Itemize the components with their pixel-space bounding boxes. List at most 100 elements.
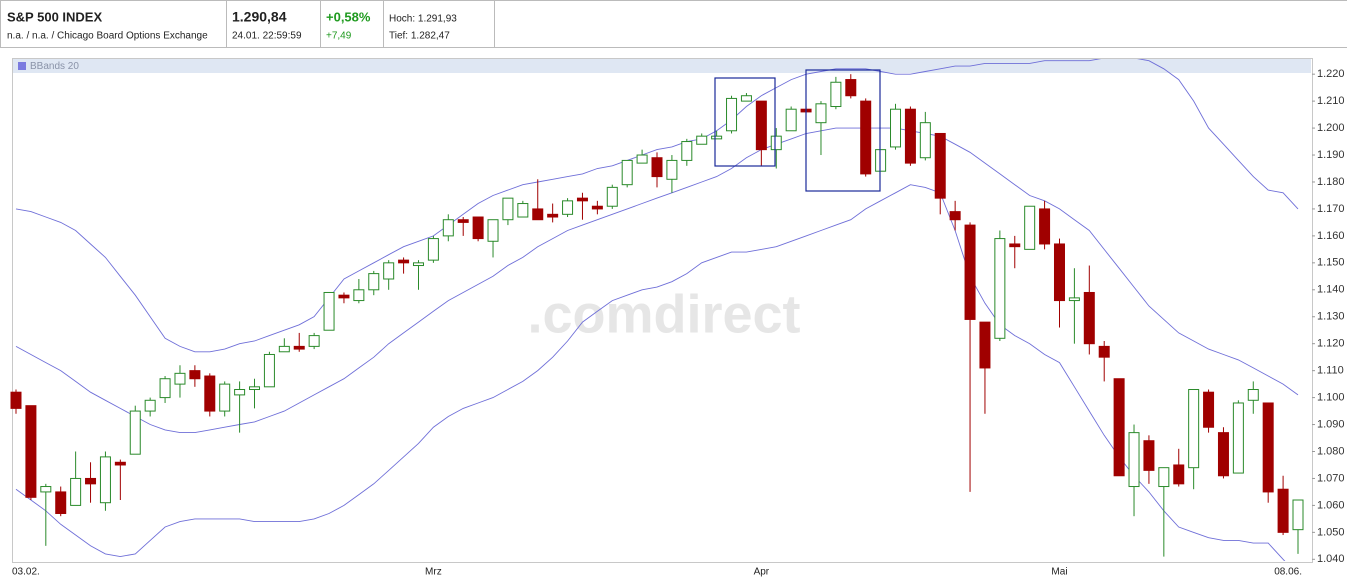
candle-body bbox=[442, 219, 454, 237]
y-tick-label: 1.060 bbox=[1317, 499, 1345, 511]
candle-body bbox=[562, 200, 574, 215]
candle-body bbox=[1232, 402, 1244, 474]
highlight-box bbox=[805, 69, 881, 192]
y-tick-label: 1.190 bbox=[1317, 149, 1345, 161]
candle-body bbox=[174, 372, 186, 385]
candle-body bbox=[934, 132, 946, 199]
candle-body bbox=[890, 108, 902, 148]
candle-body bbox=[1277, 488, 1289, 533]
candle-body bbox=[249, 386, 261, 391]
candle-body bbox=[129, 410, 141, 455]
candle-body bbox=[547, 213, 559, 218]
y-tick-label: 1.200 bbox=[1317, 122, 1345, 134]
candle-body bbox=[621, 159, 633, 186]
candle-body bbox=[1143, 440, 1155, 471]
x-tick-label: Mrz bbox=[425, 567, 442, 578]
y-tick-label: 1.210 bbox=[1317, 95, 1345, 107]
legend-swatch bbox=[18, 62, 26, 70]
candle-body bbox=[1128, 432, 1140, 488]
y-tick-label: 1.050 bbox=[1317, 526, 1345, 538]
y-tick-label: 1.070 bbox=[1317, 472, 1345, 484]
candle-body bbox=[472, 216, 484, 240]
header: S&P 500 INDEX n.a. / n.a. / Chicago Boar… bbox=[0, 0, 1347, 48]
candle-body bbox=[1098, 345, 1110, 358]
change-percent: +0,58% bbox=[326, 9, 371, 24]
y-tick-label: 1.100 bbox=[1317, 391, 1345, 403]
candle-body bbox=[55, 491, 67, 514]
candle-body bbox=[40, 486, 52, 493]
candle-body bbox=[234, 389, 246, 396]
exchange: n.a. / n.a. / Chicago Board Options Exch… bbox=[7, 31, 208, 42]
candle-body bbox=[696, 135, 708, 145]
candle-body bbox=[815, 103, 827, 124]
candle-body bbox=[219, 383, 231, 412]
y-axis: 1.040 1.050 1.060 1.070 1.080 1.090 1.100 1.110… bbox=[12, 68, 1345, 578]
candle-body bbox=[85, 477, 97, 485]
candle-body bbox=[755, 100, 767, 151]
legend-strip bbox=[13, 59, 1311, 73]
candle-body bbox=[412, 262, 424, 267]
candle-body bbox=[845, 79, 857, 97]
candle-body bbox=[1113, 378, 1125, 477]
candle-body bbox=[636, 154, 648, 164]
candle-body bbox=[1247, 389, 1259, 401]
candle-body bbox=[427, 238, 439, 261]
x-tick-label: 03.02. bbox=[12, 567, 40, 578]
candle-body bbox=[964, 224, 976, 320]
candle-body bbox=[278, 345, 290, 353]
candle-body bbox=[99, 456, 111, 504]
candle-body bbox=[1024, 205, 1036, 250]
band-middle bbox=[15, 127, 1299, 434]
candle-body bbox=[323, 291, 335, 331]
candle-body bbox=[830, 81, 842, 108]
y-tick-label: 1.110 bbox=[1317, 365, 1344, 377]
y-tick-label: 1.170 bbox=[1317, 203, 1345, 215]
candle-body bbox=[204, 375, 216, 412]
candle-body bbox=[1262, 402, 1274, 493]
candle-body bbox=[726, 97, 738, 132]
candle-body bbox=[711, 135, 723, 140]
candle-body bbox=[353, 289, 365, 302]
y-tick-label: 1.040 bbox=[1317, 553, 1345, 565]
candle-body bbox=[517, 203, 529, 218]
candle-body bbox=[532, 208, 544, 221]
candle-body bbox=[576, 197, 588, 202]
x-tick-label: Apr bbox=[754, 567, 770, 578]
watermark: .comdirect bbox=[527, 284, 800, 344]
candle-body bbox=[10, 391, 22, 409]
candle-body bbox=[949, 211, 961, 221]
candle-body bbox=[159, 378, 171, 399]
y-tick-label: 1.150 bbox=[1317, 257, 1345, 269]
candle-body bbox=[114, 461, 126, 466]
candle-body bbox=[398, 259, 410, 264]
candle-body bbox=[144, 399, 156, 412]
candle-body bbox=[70, 477, 82, 506]
candle-body bbox=[1053, 243, 1065, 302]
candle-body bbox=[487, 219, 499, 242]
candle-body bbox=[1188, 389, 1200, 469]
y-tick-label: 1.140 bbox=[1317, 284, 1345, 296]
band-lower bbox=[15, 184, 1286, 561]
y-tick-label: 1.160 bbox=[1317, 230, 1345, 242]
y-tick-label: 1.180 bbox=[1317, 176, 1345, 188]
candle-body bbox=[875, 149, 887, 172]
candle-body bbox=[1009, 243, 1021, 248]
candle-body bbox=[189, 370, 201, 380]
candle-body bbox=[383, 262, 395, 280]
candle-body bbox=[681, 141, 693, 161]
candle-body bbox=[860, 100, 872, 175]
plot-frame bbox=[12, 58, 1313, 563]
change-absolute: +7,49 bbox=[326, 31, 352, 42]
candle-body bbox=[1083, 291, 1095, 345]
candle-body bbox=[770, 135, 782, 151]
band-upper bbox=[15, 59, 1299, 353]
bands bbox=[15, 59, 1299, 561]
candle-body bbox=[293, 345, 305, 350]
candle-body bbox=[1158, 467, 1170, 488]
candle-body bbox=[651, 157, 663, 178]
candle-body bbox=[785, 108, 797, 132]
candle-body bbox=[368, 273, 380, 291]
candle-body bbox=[904, 108, 916, 164]
y-tick-label: 1.220 bbox=[1317, 68, 1345, 80]
